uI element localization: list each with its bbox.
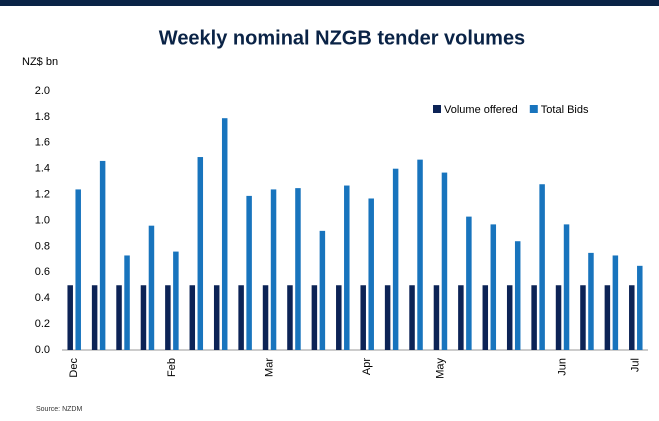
x-tick-label: Feb	[166, 358, 178, 377]
bar	[213, 285, 220, 350]
bar	[91, 285, 98, 350]
bar	[490, 224, 497, 350]
y-tick-label: 1.2	[35, 189, 50, 201]
bar	[482, 285, 489, 350]
legend-label: Total Bids	[541, 104, 589, 116]
bar	[384, 285, 391, 350]
bar	[458, 285, 464, 350]
bar	[514, 241, 521, 350]
bar	[409, 285, 415, 350]
bar	[148, 225, 155, 350]
bar	[67, 285, 73, 350]
bar	[311, 285, 318, 350]
bar	[612, 255, 619, 350]
legend-swatch	[529, 105, 538, 113]
y-tick-label: 1.4	[35, 163, 50, 175]
bar	[262, 285, 269, 350]
bar	[116, 285, 122, 350]
y-axis-label: NZ$ bn	[22, 56, 58, 68]
legend-swatch	[433, 105, 441, 113]
bar	[197, 157, 204, 350]
bar	[531, 285, 537, 350]
bar	[563, 224, 570, 350]
bar	[555, 285, 562, 350]
bar	[319, 230, 326, 350]
y-tick-label: 1.6	[35, 137, 50, 149]
bar	[466, 216, 472, 350]
bar	[344, 185, 350, 350]
bar	[368, 198, 374, 350]
bar	[506, 285, 513, 350]
x-tick-label: Dec	[68, 358, 80, 378]
bar	[629, 285, 635, 350]
x-tick-label: Jul	[630, 358, 642, 372]
bar	[189, 285, 196, 350]
bar	[221, 118, 228, 350]
bar	[173, 251, 179, 350]
bar	[75, 189, 81, 350]
bar	[336, 285, 342, 350]
bar	[295, 188, 301, 350]
bar	[99, 160, 106, 350]
bar	[238, 285, 244, 350]
y-tick-label: 1.0	[35, 214, 50, 226]
x-tick-label: Apr	[361, 358, 373, 375]
chart-title: Weekly nominal NZGB tender volumes	[159, 27, 525, 49]
y-tick-label: 0.0	[35, 344, 50, 356]
bar	[539, 184, 545, 350]
bar	[287, 285, 293, 350]
bar	[580, 285, 586, 350]
bar	[270, 189, 277, 350]
legend-label: Volume offered	[444, 104, 518, 116]
bar	[165, 285, 171, 350]
bar	[124, 255, 130, 350]
y-tick-label: 0.4	[35, 292, 50, 304]
x-tick-label: May	[434, 358, 446, 379]
bar	[140, 285, 147, 350]
y-tick-label: 0.6	[35, 266, 50, 278]
bar	[417, 159, 423, 350]
bar	[588, 252, 594, 350]
bar	[637, 265, 643, 350]
x-tick-label: Jun	[556, 358, 568, 376]
source-note: Source: NZDM	[36, 406, 82, 413]
bar	[246, 195, 252, 350]
bar	[433, 285, 440, 350]
y-tick-label: 0.2	[35, 318, 50, 330]
bar	[441, 172, 448, 350]
top-band	[0, 0, 659, 6]
bar	[360, 285, 366, 350]
bar	[392, 168, 399, 350]
y-tick-label: 0.8	[35, 240, 50, 252]
x-tick-label: Mar	[263, 358, 275, 377]
y-tick-label: 1.8	[35, 111, 50, 123]
y-tick-label: 2.0	[35, 85, 50, 97]
bar	[604, 285, 611, 350]
